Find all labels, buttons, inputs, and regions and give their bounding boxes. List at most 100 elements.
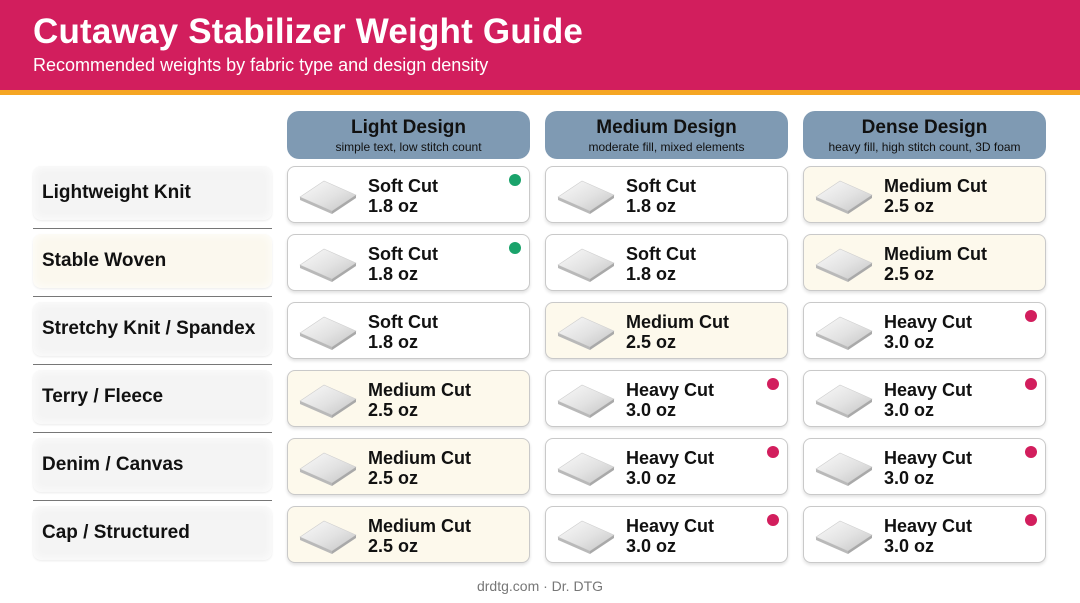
- row-divider: [33, 432, 272, 433]
- stabilizer-weight: 3.0 oz: [626, 468, 677, 488]
- red-dot-icon: [1025, 514, 1037, 526]
- stabilizer-weight: 3.0 oz: [884, 400, 935, 420]
- stabilizer-weight: 2.5 oz: [884, 196, 935, 216]
- fabric-swatch-icon: [814, 515, 874, 555]
- stabilizer-weight: 1.8 oz: [368, 332, 419, 352]
- recommendation-cell: Heavy Cut 3.0 oz: [545, 506, 788, 563]
- stabilizer-weight: 1.8 oz: [368, 264, 419, 284]
- fabric-type-label: Cap / Structured: [42, 522, 190, 543]
- stabilizer-name: Heavy Cut: [626, 380, 715, 400]
- fabric-swatch-icon: [556, 175, 616, 215]
- stabilizer-name: Soft Cut: [368, 312, 438, 332]
- fabric-swatch-icon: [814, 447, 874, 487]
- recommendation-cell: Soft Cut 1.8 oz: [545, 166, 788, 223]
- red-dot-icon: [1025, 310, 1037, 322]
- page-subtitle: Recommended weights by fabric type and d…: [33, 55, 489, 75]
- recommendation-cell: Medium Cut 2.5 oz: [287, 438, 530, 495]
- stabilizer-weight: 3.0 oz: [626, 400, 677, 420]
- red-dot-icon: [1025, 446, 1037, 458]
- fabric-type-label: Stable Woven: [42, 250, 167, 271]
- stabilizer-name: Soft Cut: [626, 244, 696, 264]
- stabilizer-weight: 1.8 oz: [626, 196, 677, 216]
- stabilizer-weight: 1.8 oz: [626, 264, 677, 284]
- stabilizer-name: Soft Cut: [626, 176, 696, 196]
- fabric-swatch-icon: [556, 311, 616, 351]
- stabilizer-name: Medium Cut: [626, 312, 729, 332]
- fabric-type-label: Denim / Canvas: [42, 454, 184, 475]
- stabilizer-name: Heavy Cut: [884, 448, 973, 468]
- green-dot-icon: [509, 174, 521, 186]
- footer-credit: drdtg.com · Dr. DTG: [476, 578, 604, 594]
- stabilizer-weight: 2.5 oz: [368, 400, 419, 420]
- fabric-swatch-icon: [814, 311, 874, 351]
- stabilizer-weight: 3.0 oz: [884, 536, 935, 556]
- recommendation-cell: Heavy Cut 3.0 oz: [803, 506, 1046, 563]
- fabric-swatch-icon: [814, 175, 874, 215]
- recommendation-cell: Heavy Cut 3.0 oz: [545, 438, 788, 495]
- fabric-swatch-icon: [298, 447, 358, 487]
- stabilizer-weight: 3.0 oz: [884, 468, 935, 488]
- fabric-swatch-icon: [556, 447, 616, 487]
- stabilizer-weight: 3.0 oz: [884, 332, 935, 352]
- recommendation-cell: Heavy Cut 3.0 oz: [803, 302, 1046, 359]
- column-header-light: Light Design simple text, low stitch cou…: [287, 111, 530, 159]
- green-dot-icon: [509, 242, 521, 254]
- row-label: Lightweight Knit: [33, 166, 272, 220]
- stabilizer-weight: 3.0 oz: [626, 536, 677, 556]
- recommendation-cell: Medium Cut 2.5 oz: [287, 370, 530, 427]
- recommendation-cell: Soft Cut 1.8 oz: [287, 166, 530, 223]
- stabilizer-name: Medium Cut: [368, 380, 471, 400]
- row-label: Cap / Structured: [33, 506, 272, 560]
- recommendation-cell: Heavy Cut 3.0 oz: [803, 370, 1046, 427]
- column-title: Medium Design: [596, 117, 737, 138]
- fabric-swatch-icon: [298, 515, 358, 555]
- column-subtitle: heavy fill, high stitch count, 3D foam: [828, 140, 1021, 154]
- page-title: Cutaway Stabilizer Weight Guide: [33, 12, 584, 51]
- stabilizer-name: Heavy Cut: [884, 312, 973, 332]
- fabric-swatch-icon: [814, 379, 874, 419]
- stabilizer-name: Medium Cut: [368, 448, 471, 468]
- fabric-swatch-icon: [556, 379, 616, 419]
- stabilizer-weight: 2.5 oz: [884, 264, 935, 284]
- fabric-swatch-icon: [814, 243, 874, 283]
- recommendation-cell: Soft Cut 1.8 oz: [545, 234, 788, 291]
- recommendation-cell: Medium Cut 2.5 oz: [545, 302, 788, 359]
- stabilizer-name: Heavy Cut: [884, 380, 973, 400]
- stabilizer-name: Medium Cut: [884, 244, 987, 264]
- fabric-type-label: Stretchy Knit / Spandex: [42, 318, 256, 339]
- red-dot-icon: [1025, 378, 1037, 390]
- row-label: Stretchy Knit / Spandex: [33, 302, 272, 356]
- fabric-swatch-icon: [298, 175, 358, 215]
- row-divider: [33, 500, 272, 501]
- stabilizer-name: Medium Cut: [884, 176, 987, 196]
- accent-stripe: [0, 90, 1080, 95]
- fabric-swatch-icon: [298, 311, 358, 351]
- fabric-swatch-icon: [298, 379, 358, 419]
- red-dot-icon: [767, 514, 779, 526]
- fabric-type-label: Terry / Fleece: [42, 386, 164, 407]
- stabilizer-weight: 2.5 oz: [368, 468, 419, 488]
- recommendation-cell: Soft Cut 1.8 oz: [287, 234, 530, 291]
- stabilizer-weight: 2.5 oz: [368, 536, 419, 556]
- column-header-dense: Dense Design heavy fill, high stitch cou…: [803, 111, 1046, 159]
- stabilizer-name: Heavy Cut: [626, 516, 715, 536]
- row-label: Denim / Canvas: [33, 438, 272, 492]
- stabilizer-name: Heavy Cut: [626, 448, 715, 468]
- column-title: Light Design: [350, 117, 467, 138]
- row-label: Terry / Fleece: [33, 370, 272, 424]
- recommendation-cell: Heavy Cut 3.0 oz: [545, 370, 788, 427]
- column-subtitle: moderate fill, mixed elements: [588, 140, 745, 154]
- fabric-swatch-icon: [298, 243, 358, 283]
- row-label: Stable Woven: [33, 234, 272, 288]
- red-dot-icon: [767, 446, 779, 458]
- stabilizer-name: Medium Cut: [368, 516, 471, 536]
- recommendation-cell: Heavy Cut 3.0 oz: [803, 438, 1046, 495]
- header-banner: Cutaway Stabilizer Weight Guide Recommen…: [0, 0, 1080, 95]
- row-divider: [33, 296, 272, 297]
- fabric-swatch-icon: [556, 243, 616, 283]
- stabilizer-name: Soft Cut: [368, 244, 438, 264]
- red-dot-icon: [767, 378, 779, 390]
- column-header-medium: Medium Design moderate fill, mixed eleme…: [545, 111, 788, 159]
- column-title: Dense Design: [861, 117, 988, 138]
- column-subtitle: simple text, low stitch count: [335, 140, 482, 154]
